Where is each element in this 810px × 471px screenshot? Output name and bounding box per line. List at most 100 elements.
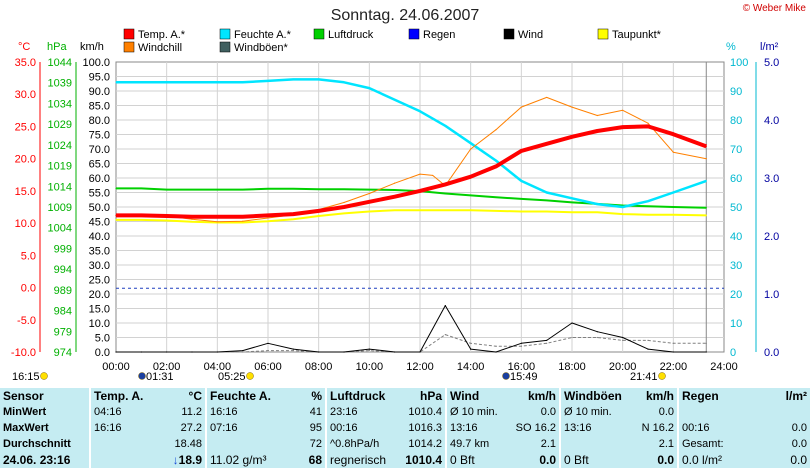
hpa-tick-label: 1014 xyxy=(48,181,72,193)
stats-header-cell: l/m² xyxy=(746,388,810,404)
point-humidity xyxy=(191,81,193,83)
point-dewpoint xyxy=(368,210,370,213)
stats-value: N 16.2 xyxy=(641,422,674,434)
point-dewpoint xyxy=(343,212,345,215)
point-humidity xyxy=(546,191,548,194)
stats-value: 68 xyxy=(308,453,322,467)
rain-tick-label: 5.0 xyxy=(764,57,779,69)
kmh-tick-label: 100.0 xyxy=(82,57,110,69)
stats-value: 0.0 xyxy=(539,453,556,467)
stats-value: MinWert xyxy=(3,406,47,418)
kmh-unit-label: km/h xyxy=(80,41,104,53)
stats-value: 1010.4 xyxy=(405,453,442,467)
stats-value: 0.0 xyxy=(657,453,674,467)
chart-title: Sonntag. 24.06.2007 xyxy=(331,7,480,24)
stats-cell: 0 Bft xyxy=(559,452,622,468)
point-wind xyxy=(495,351,497,353)
point-pressure xyxy=(470,194,472,196)
point-temp xyxy=(444,183,446,186)
stats-cell: SO 16.2 xyxy=(506,420,560,436)
point-windchill xyxy=(622,109,624,111)
point-dewpoint xyxy=(419,209,421,211)
point-wind xyxy=(419,351,421,353)
chart-legend: Temp. A.* Feuchte A.* Luftdruck Regen Wind Ta… xyxy=(123,28,662,54)
kmh-tick-label: 90.0 xyxy=(89,86,110,98)
point-humidity xyxy=(216,81,218,83)
stats-value: 13:16 xyxy=(564,422,592,434)
stats-header-cell: °C xyxy=(150,388,206,404)
point-temp xyxy=(705,145,707,148)
rain-tick-label: 4.0 xyxy=(764,115,779,127)
point-dewpoint xyxy=(571,211,573,213)
hpa-tick-label: 1024 xyxy=(48,140,72,152)
point-temp xyxy=(394,196,396,198)
point-dewpoint xyxy=(140,219,142,221)
point-windchill xyxy=(705,158,707,160)
legend-swatch-humidity xyxy=(219,28,231,40)
point-windchill xyxy=(470,148,472,150)
stats-cell: ↓18.9 xyxy=(150,452,206,468)
point-humidity xyxy=(520,180,522,182)
stats-value: 16:16 xyxy=(94,422,122,434)
point-gust xyxy=(292,349,294,352)
pct-tick-label: 60 xyxy=(730,173,742,185)
x-tick-label: 06:00 xyxy=(254,361,282,373)
point-dewpoint xyxy=(672,214,674,216)
point-humidity xyxy=(444,125,446,127)
point-wind xyxy=(444,305,446,307)
kmh-tick-label: 25.0 xyxy=(89,275,110,287)
point-humidity xyxy=(166,81,168,83)
series-line-dewpoint xyxy=(116,209,707,224)
point-dewpoint xyxy=(520,210,522,213)
point-dewpoint xyxy=(546,210,548,213)
stats-value: SO 16.2 xyxy=(515,422,556,434)
point-wind xyxy=(191,351,193,353)
point-dewpoint xyxy=(444,209,446,211)
stats-value: 27.2 xyxy=(180,422,202,434)
point-wind xyxy=(267,342,269,344)
point-temp xyxy=(419,190,421,192)
x-tick-label: 10:00 xyxy=(356,361,384,373)
point-temp xyxy=(368,201,370,203)
stats-cell: 0.0 xyxy=(506,404,560,420)
pct-tick-label: 40 xyxy=(730,231,742,243)
stats-value: 23:16 xyxy=(330,406,358,418)
stats-value: 16:16 xyxy=(210,406,238,418)
point-humidity xyxy=(495,160,497,162)
legend-swatch-rain xyxy=(408,28,420,40)
stats-cell: 68 xyxy=(274,452,326,468)
stats-value: MaxWert xyxy=(3,422,49,434)
legend-label-windchill: Windchill xyxy=(138,42,182,54)
kmh-tick-label: 45.0 xyxy=(89,217,110,229)
point-wind xyxy=(216,351,218,353)
series-lines xyxy=(115,78,707,353)
c-tick-label: -10.0 xyxy=(11,347,36,359)
kmh-tick-label: 30.0 xyxy=(89,260,110,272)
kmh-tick-label: 70.0 xyxy=(89,144,110,156)
stats-value: 11.2 xyxy=(181,406,202,418)
point-dewpoint xyxy=(267,220,269,222)
point-humidity xyxy=(242,81,244,83)
grid-lines xyxy=(116,62,724,352)
axis-unit-labels: °C hPa km/h % l/m² xyxy=(18,41,779,53)
point-wind xyxy=(596,331,598,333)
point-wind xyxy=(622,336,624,339)
point-gust xyxy=(705,342,707,344)
stats-cell: 1010.4 xyxy=(386,452,446,468)
c-unit-label: °C xyxy=(18,41,30,53)
point-gust xyxy=(622,339,624,341)
stats-header-cell: km/h xyxy=(622,388,678,404)
marker-time-moon: 01:31 xyxy=(146,371,174,383)
kmh-tick-label: 20.0 xyxy=(89,289,110,301)
pct-tick-label: 20 xyxy=(730,289,742,301)
stats-cell: 0.0 l/m² xyxy=(677,452,746,468)
stats-value: 1010.4 xyxy=(408,406,442,418)
weather-chart: Sonntag. 24.06.2007 © Weber Mike Temp. A… xyxy=(11,3,807,383)
stats-cell: 1010.4 xyxy=(386,404,446,420)
stats-value: 2.1 xyxy=(658,438,674,450)
point-wind xyxy=(242,349,244,352)
point-pressure xyxy=(520,198,522,200)
point-temp xyxy=(343,206,345,208)
point-humidity xyxy=(596,203,598,205)
stats-cell xyxy=(677,404,746,420)
